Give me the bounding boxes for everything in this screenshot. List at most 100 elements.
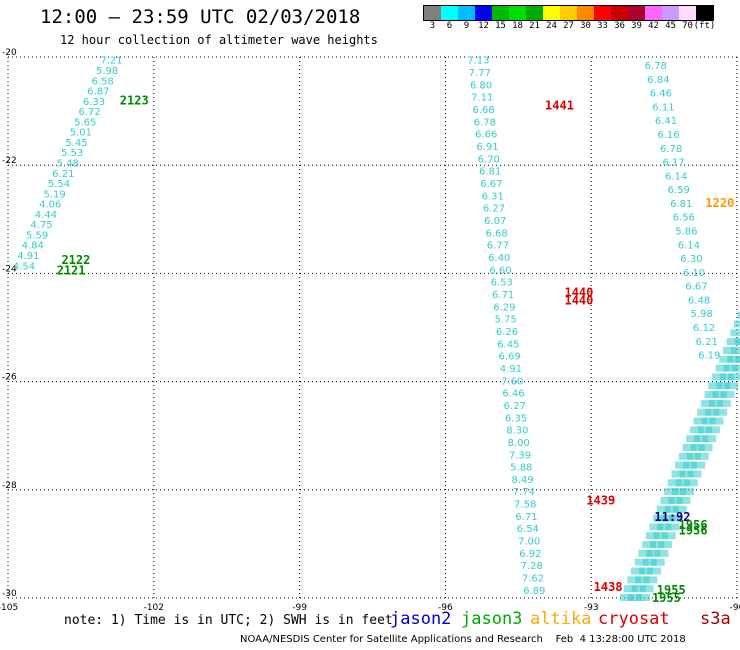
time-label: 1220 [705,196,734,210]
dense-track-mark [719,355,734,363]
dense-track-mark [628,594,642,601]
dense-track-mark [654,549,669,557]
dense-track-mark [705,426,720,434]
lon-tick-label: -105 [0,603,18,613]
wave-height-value: 7.11 [471,93,493,104]
dense-track-mark [686,435,701,443]
dense-track-mark [627,576,642,584]
wave-height-value: 4.54 [13,261,35,272]
dense-track-band [620,311,740,601]
color-swatch [509,6,526,20]
wave-height-value: 6.29 [493,302,515,313]
color-swatch [475,6,492,20]
wave-height-value: 7.39 [509,450,531,461]
lat-tick-label: -26 [2,373,17,383]
time-labels: 2123212221211441122014401440143911:92195… [57,93,735,605]
wave-height-value: 6.81 [479,167,501,178]
wave-height-value: 6.48 [688,295,710,306]
wave-height-value: 6.84 [647,75,669,86]
lat-tick-label: -20 [2,48,17,58]
color-scale-label: 70 [682,21,693,31]
wave-height-value: 6.10 [683,268,705,279]
time-label: 1440 [564,285,593,299]
dense-track-mark [679,470,694,478]
time-label: 2123 [120,93,149,107]
wave-height-value: 6.31 [482,191,504,202]
wave-height-value: 5.86 [675,227,697,238]
color-scale-label: 33 [597,21,608,31]
dense-track-mark [639,585,654,593]
dense-track-mark [737,311,740,319]
satellite-legend-altika: altika [530,609,592,629]
wave-height-value: 7.13 [467,56,489,67]
wave-height-value: 6.21 [696,337,718,348]
wave-height-value: 6.54 [517,524,539,535]
map-tick-labels: -105 -102 -99 -96 -93 -90 -20 -22 -24 -26 -28 -30 [0,48,740,613]
wave-height-value: 8.30 [506,426,528,437]
dense-track-mark [678,452,693,460]
dense-track-mark [668,496,683,504]
dense-track-mark [731,364,740,372]
dense-track-mark [698,444,713,451]
wave-height-value: 7.21 [100,56,122,67]
dense-track-mark [634,558,649,566]
time-label: 11:92 [654,510,690,524]
dense-track-mark [636,594,650,601]
dense-track-mark [650,541,665,549]
dense-track-mark [720,391,735,399]
color-swatch [458,6,475,20]
time-label: 1956 [679,518,708,532]
page-title: 12:00 — 23:59 UTC 02/03/2018 [40,6,361,28]
dense-track-mark [658,541,673,549]
wave-height-value: 6.33 [83,97,105,108]
wave-height-value: 6.69 [498,352,520,363]
color-swatch [577,6,594,20]
wave-height-value: 6.41 [655,116,677,127]
wave-height-value: 7.28 [521,561,543,572]
wave-height-value: 6.35 [505,413,527,424]
dense-track-mark [664,488,679,496]
dense-track-mark [700,399,715,407]
dense-track-mark [702,435,717,443]
wave-height-value: 6.45 [497,339,519,350]
dense-track-mark [656,505,671,513]
dense-track-mark [726,338,740,346]
wave-height-value: 6.89 [523,586,545,597]
dense-track-mark [694,435,709,443]
color-swatch [543,6,560,20]
color-swatch [628,6,645,20]
color-scale-label: 24 [546,21,557,31]
dense-track-mark [730,346,740,354]
dense-track-mark [631,585,646,593]
wave-height-tracks: 7.215.986.586.876.336.725.655.015.455.53… [13,56,740,601]
dense-track-mark [722,346,737,354]
time-label: 1441 [545,99,574,113]
dense-track-mark [687,470,702,478]
wave-height-value: 6.59 [668,185,690,196]
wave-height-value: 6.68 [472,105,494,116]
dense-track-mark [638,549,653,557]
dense-track-mark [667,479,682,487]
dense-track-mark [675,479,690,487]
dense-track-mark [639,567,654,575]
time-label: 1438 [594,580,623,594]
dense-track-mark [646,549,661,557]
color-scale-label: 36 [614,21,625,31]
wave-height-value: 6.40 [488,253,510,264]
color-scale-label: 27 [563,21,574,31]
dense-track-mark [712,391,727,399]
color-scale-label: 21 [529,21,540,31]
lat-tick-label: -24 [2,264,17,274]
wave-height-value: 6.72 [78,107,100,118]
wave-height-value: 6.81 [670,199,692,210]
dense-track-mark [672,488,687,496]
wave-height-value: 8.00 [508,438,530,449]
dense-track-mark [719,373,734,381]
dense-track-mark [661,514,676,522]
wave-height-value: 5.88 [510,463,532,474]
color-swatch [492,6,509,20]
dense-track-mark [713,408,728,416]
wave-height-value: 5.45 [65,138,87,149]
dense-track-mark [683,479,698,487]
